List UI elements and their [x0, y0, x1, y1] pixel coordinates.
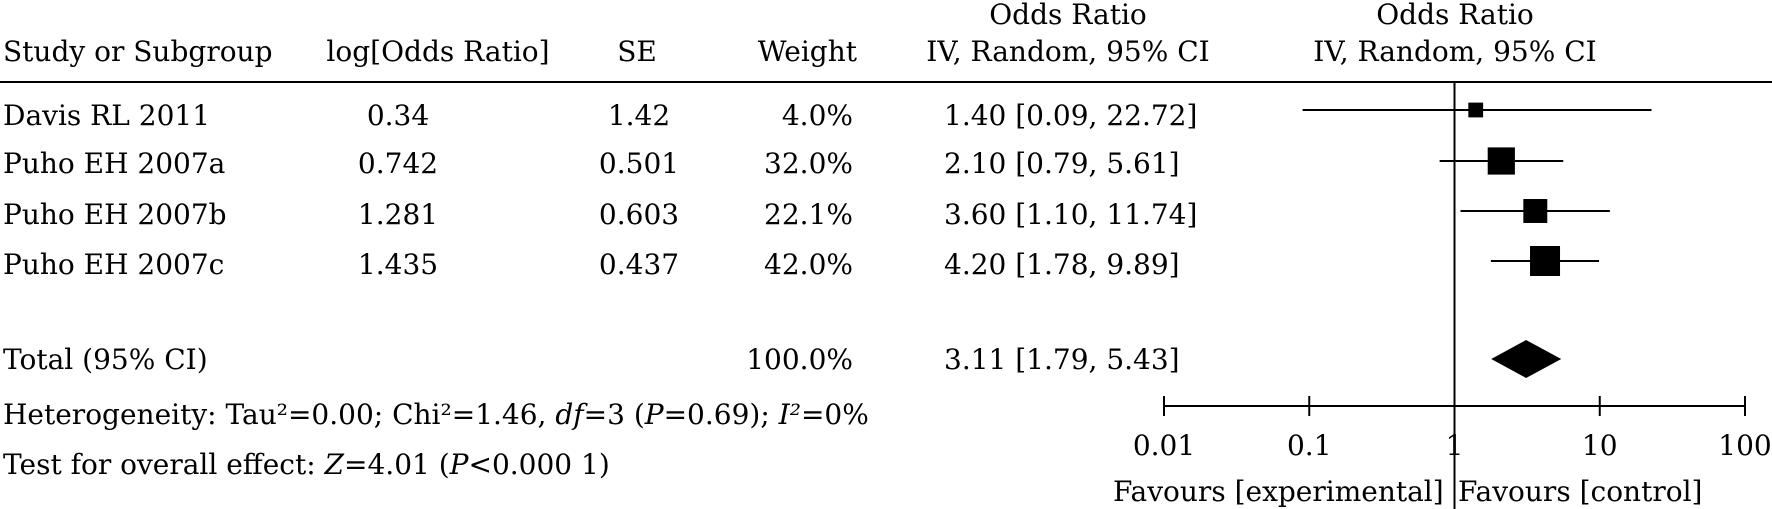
study-marker: [1487, 147, 1515, 175]
x-axis-tick-label: 1: [1446, 429, 1464, 462]
row-se: 0.501: [598, 147, 680, 180]
z-value: =4.01 (: [344, 448, 450, 481]
i2-value: =0%: [800, 398, 869, 431]
study-marker: [1523, 199, 1548, 223]
header-plot-title: Odds Ratio: [1376, 0, 1534, 31]
row-weight: 22.1%: [764, 198, 853, 231]
study-marker: [1530, 246, 1561, 276]
x-axis-tick-label: 0.01: [1133, 429, 1195, 462]
row-odds-ratio-ci: 4.20 [1.78, 9.89]: [944, 248, 1180, 281]
favours-right-label: Favours [control]: [1458, 475, 1703, 508]
header-log-odds-ratio: log[Odds Ratio]: [326, 35, 550, 68]
total-label: Total (95% CI): [3, 343, 208, 376]
row-weight: 32.0%: [764, 147, 853, 180]
row-log-odds-ratio: 1.281: [357, 198, 439, 231]
row-se: 1.42: [607, 99, 671, 132]
header-weight: Weight: [757, 35, 857, 68]
row-odds-ratio-ci: 1.40 [0.09, 22.72]: [944, 99, 1198, 132]
x-axis-tick-label: 0.1: [1287, 429, 1332, 462]
row-weight: 4.0%: [781, 99, 853, 132]
header-or-method: IV, Random, 95% CI: [926, 35, 1210, 68]
overall-prefix: Test for overall effect:: [3, 448, 325, 481]
overall-p-symbol: P: [449, 448, 469, 481]
header-study: Study or Subgroup: [3, 35, 273, 68]
row-study-name: Puho EH 2007c: [3, 248, 225, 281]
header-se: SE: [617, 35, 657, 68]
p-symbol: P: [644, 398, 664, 431]
row-weight: 42.0%: [764, 248, 853, 281]
header-or-title: Odds Ratio: [989, 0, 1147, 31]
row-odds-ratio-ci: 2.10 [0.79, 5.61]: [944, 147, 1180, 180]
row-se: 0.603: [598, 198, 680, 231]
header-plot-method: IV, Random, 95% CI: [1313, 35, 1597, 68]
total-weight: 100.0%: [746, 343, 853, 376]
row-log-odds-ratio: 1.435: [357, 248, 439, 281]
study-marker: [1468, 102, 1484, 118]
row-log-odds-ratio: 0.742: [357, 147, 439, 180]
i2-symbol: I²: [778, 398, 801, 431]
x-axis-tick-label: 100: [1718, 429, 1771, 462]
row-study-name: Puho EH 2007b: [3, 198, 227, 231]
row-se: 0.437: [598, 248, 680, 281]
p-value: =0.69);: [663, 398, 779, 431]
row-study-name: Puho EH 2007a: [3, 147, 226, 180]
x-axis-tick-label: 10: [1582, 429, 1618, 462]
overall-effect-stats: Test for overall effect: Z=4.01 (P<0.000…: [3, 451, 610, 479]
pooled-diamond: [1491, 340, 1562, 378]
row-odds-ratio-ci: 3.60 [1.10, 11.74]: [944, 198, 1198, 231]
total-odds-ratio-ci: 3.11 [1.79, 5.43]: [944, 343, 1180, 376]
favours-left-label: Favours [experimental]: [1113, 475, 1444, 508]
row-log-odds-ratio: 0.34: [366, 99, 430, 132]
heterogeneity-stats: Heterogeneity: Tau²=0.00; Chi²=1.46, df=…: [3, 401, 869, 429]
df-symbol: df: [555, 398, 584, 431]
df-value: =3 (: [583, 398, 645, 431]
heterogeneity-prefix: Heterogeneity: Tau²=0.00; Chi²=1.46,: [3, 398, 556, 431]
overall-p-value: <0.000 1): [468, 448, 610, 481]
z-symbol: Z: [324, 448, 345, 481]
row-study-name: Davis RL 2011: [3, 99, 211, 132]
